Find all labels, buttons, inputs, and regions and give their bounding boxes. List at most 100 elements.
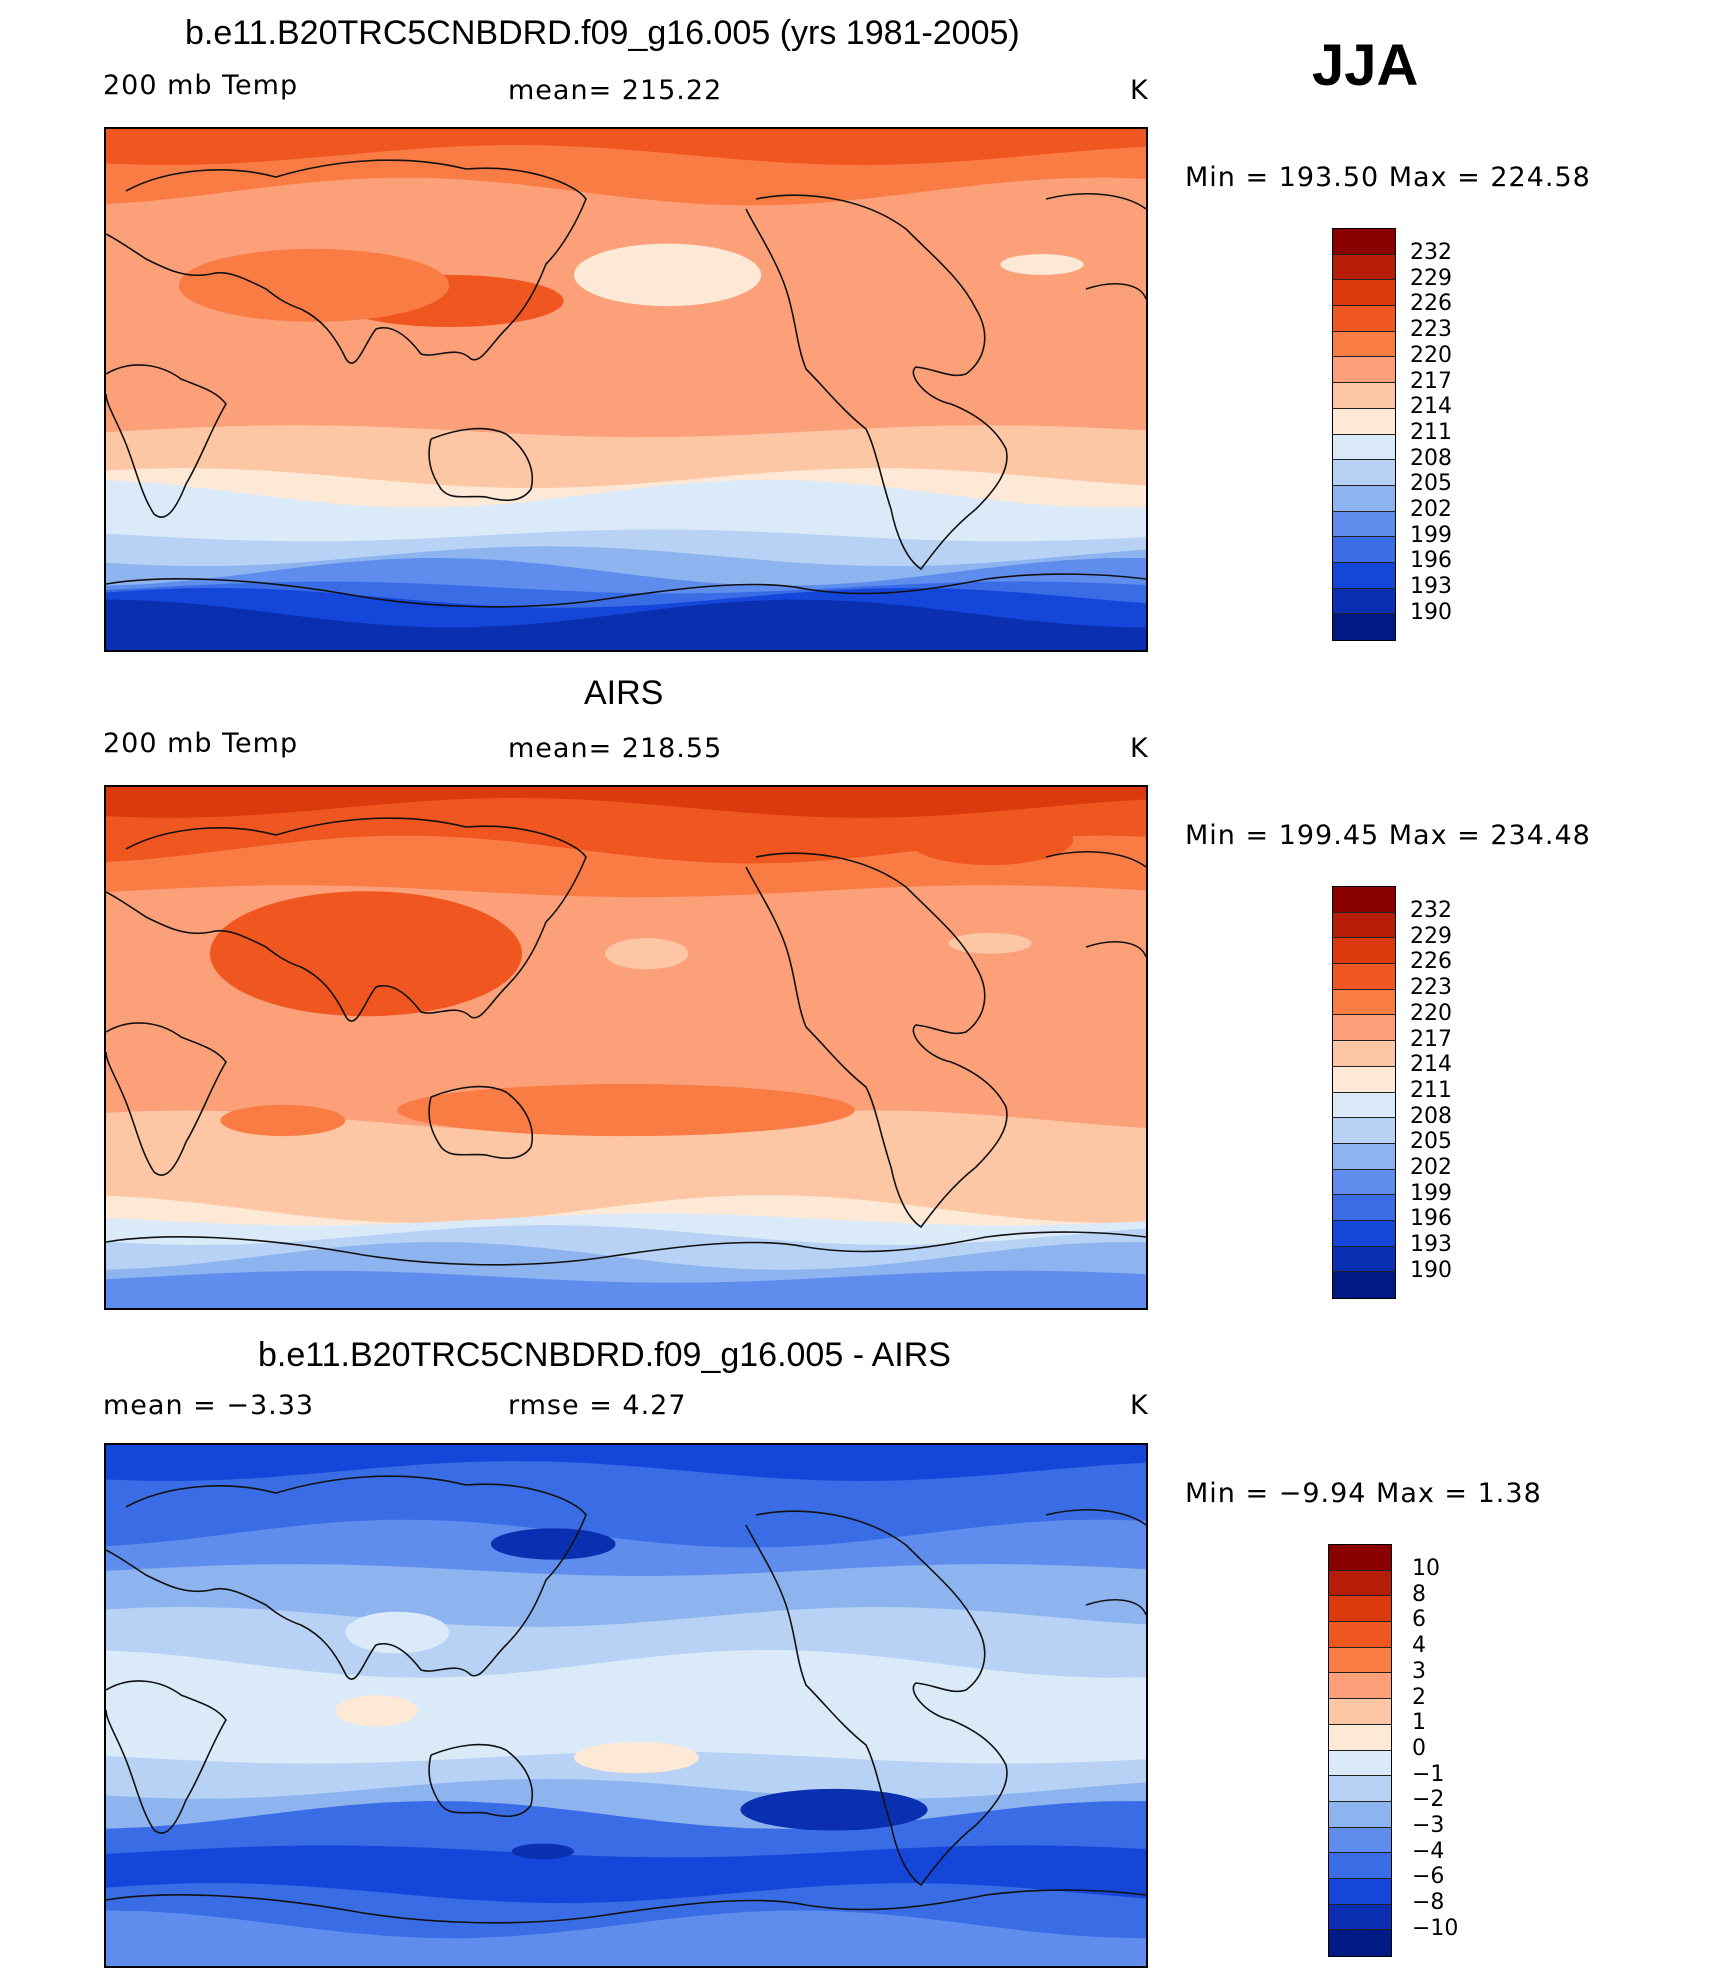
contour-blob: [178, 248, 450, 322]
colorbar-swatch: [1333, 229, 1395, 255]
variable-label: 200 mb Temp: [103, 728, 299, 759]
units-label: K: [1130, 1390, 1149, 1421]
contour-blob: [334, 1695, 418, 1727]
colorbar-swatch: [1329, 1801, 1391, 1828]
contour-band: [106, 599, 1146, 650]
colorbar-swatch: [1333, 1118, 1395, 1144]
contour-blob: [490, 1528, 616, 1560]
colorbar-swatch: [1329, 1776, 1391, 1802]
contour-map: [106, 787, 1146, 1308]
coastline: [745, 852, 1008, 1229]
colorbar-tick-label: 10: [1412, 1556, 1440, 1581]
colorbar-tick-label: 223: [1410, 975, 1452, 1001]
colorbar-swatch: [1333, 938, 1395, 965]
minmax-label: Min = 199.45 Max = 234.48: [1185, 820, 1591, 851]
minmax-label: Min = −9.94 Max = 1.38: [1185, 1478, 1542, 1509]
colorbar-tick-label: 193: [1410, 1232, 1452, 1258]
colorbar-tick-label: 8: [1412, 1581, 1426, 1607]
colorbar-swatch: [1333, 331, 1395, 358]
contour-blob: [574, 1741, 699, 1774]
contour-blob: [948, 932, 1032, 954]
contour-band: [106, 1910, 1146, 1966]
contour-blob: [605, 938, 689, 970]
colorbar-swatch: [1329, 1647, 1391, 1674]
colorbar-swatch: [1333, 485, 1395, 512]
colorbar-swatch: [1333, 1220, 1395, 1247]
colorbar-swatch: [1333, 989, 1395, 1016]
colorbar-tick-label: 205: [1410, 471, 1452, 497]
coastline: [106, 1231, 1146, 1266]
colorbar-swatch: [1333, 1143, 1395, 1170]
contour-map: [106, 1445, 1146, 1966]
colorbar-swatch: [1333, 562, 1395, 589]
coastline: [1045, 1509, 1146, 1526]
colorbar-tick-label: 211: [1410, 419, 1452, 445]
coastline: [1085, 283, 1146, 300]
minmax-label: Min = 193.50 Max = 224.58: [1185, 162, 1591, 193]
colorbar-tick-label: 199: [1410, 1180, 1452, 1206]
colorbar-tick-label: 199: [1410, 522, 1452, 548]
contour-blob: [574, 243, 762, 307]
coastline: [106, 1680, 227, 1834]
colorbar-tick-label: 211: [1410, 1077, 1452, 1103]
colorbar-swatch: [1333, 306, 1395, 332]
coastline: [1085, 941, 1146, 958]
colorbar-swatch: [1329, 1853, 1391, 1879]
colorbar-tick-label: 217: [1410, 1026, 1452, 1052]
coastline: [106, 159, 587, 364]
coastline: [428, 1743, 533, 1817]
coastline: [106, 1022, 227, 1176]
colorbar: [1332, 228, 1396, 641]
colorbar-swatch: [1333, 434, 1395, 461]
colorbar-swatch: [1329, 1930, 1391, 1956]
colorbar-tick-label: 214: [1410, 394, 1452, 420]
colorbar-tick-label: 2: [1412, 1684, 1426, 1710]
colorbar-tick-label: 232: [1410, 898, 1452, 923]
colorbar-tick-label: 1: [1412, 1710, 1426, 1736]
colorbar-swatch: [1333, 1246, 1395, 1273]
contour-blob: [1000, 254, 1084, 275]
colorbar-tick-label: 190: [1410, 599, 1452, 625]
colorbar-swatch: [1333, 614, 1395, 640]
colorbar-tick-label: 208: [1410, 1103, 1452, 1129]
colorbar-tick-label: 3: [1412, 1658, 1426, 1684]
coastline: [428, 427, 533, 501]
colorbar-tick-label: 202: [1410, 497, 1452, 522]
colorbar-swatch: [1333, 383, 1395, 409]
colorbar-swatch: [1333, 1272, 1395, 1298]
colorbar-tick-label: 6: [1412, 1607, 1426, 1633]
units-label: K: [1130, 733, 1149, 764]
colorbar-tick-label: −4: [1412, 1838, 1445, 1864]
colorbar-swatch: [1329, 1673, 1391, 1700]
map-panel-diff: [104, 1443, 1148, 1968]
colorbar-swatch: [1333, 964, 1395, 990]
colorbar-tick-label: −2: [1412, 1787, 1445, 1813]
colorbar-tick-label: 229: [1410, 265, 1452, 291]
contour-map: [106, 129, 1146, 650]
colorbar-swatch: [1333, 588, 1395, 615]
units-label: K: [1130, 75, 1149, 106]
colorbar-swatch: [1329, 1827, 1391, 1854]
contour-blob: [345, 1611, 450, 1654]
colorbar-swatch: [1333, 537, 1395, 563]
coastline: [106, 573, 1146, 608]
colorbar-swatch: [1333, 254, 1395, 281]
colorbar-tick-label: 190: [1410, 1257, 1452, 1283]
contour-blob: [740, 1788, 928, 1831]
map-panel-model: [104, 127, 1148, 652]
colorbar-swatch: [1329, 1545, 1391, 1571]
colorbar-tick-label: −6: [1412, 1864, 1445, 1890]
colorbar-tick-label: 4: [1412, 1633, 1426, 1659]
colorbar-tick-label: 214: [1410, 1052, 1452, 1078]
panel-title: AIRS: [584, 674, 664, 712]
contour-blob: [220, 1104, 346, 1137]
contour-blob: [210, 891, 522, 1017]
variable-label: 200 mb Temp: [103, 70, 299, 101]
coastline: [428, 1085, 533, 1159]
contour-blob: [397, 1083, 855, 1137]
colorbar-tick-label: 220: [1410, 342, 1452, 368]
panel-title: b.e11.B20TRC5CNBDRD.f09_g16.005 (yrs 198…: [185, 14, 1020, 52]
coastline: [106, 1475, 587, 1680]
coastline: [1045, 193, 1146, 210]
colorbar-swatch: [1333, 1092, 1395, 1119]
